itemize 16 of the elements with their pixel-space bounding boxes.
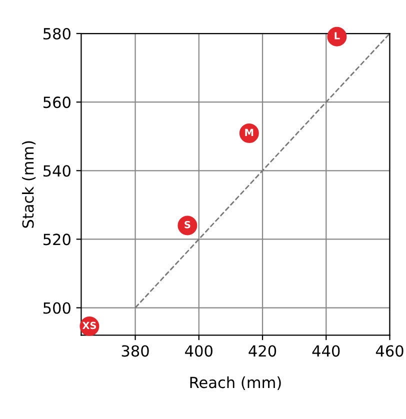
y-tick-label: 540 — [43, 165, 70, 177]
y-axis-title: Stack (mm) — [22, 141, 36, 228]
annotation: M — [245, 128, 254, 136]
y-tick-label: 520 — [43, 234, 70, 246]
x-tick-label: 380 — [122, 345, 149, 357]
x-tick-label: 420 — [248, 345, 276, 357]
y-tick-label: 560 — [43, 96, 70, 108]
x-axis-title: Reach (mm) — [190, 376, 281, 390]
annotation: S — [184, 220, 190, 228]
x-tick-label: 400 — [185, 345, 212, 357]
annotation: L — [334, 32, 340, 40]
x-tick-label: 440 — [312, 345, 340, 357]
y-tick-label: 580 — [43, 28, 70, 40]
x-tick-label: 460 — [376, 345, 404, 357]
annotation: XS — [82, 322, 96, 330]
y-tick-label: 500 — [43, 302, 70, 314]
